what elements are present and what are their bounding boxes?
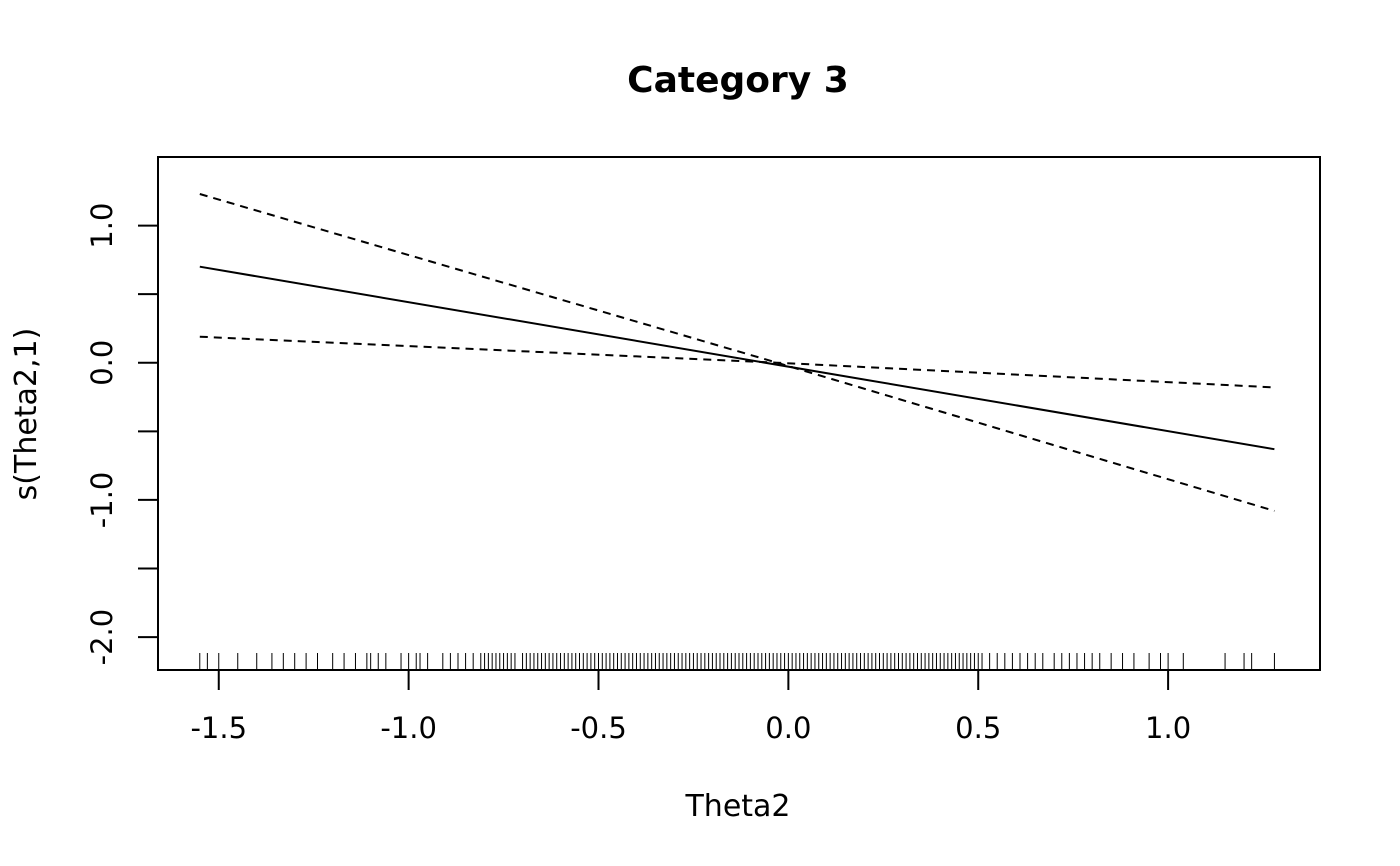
y-tick-label: -2.0 [85, 609, 119, 666]
x-tick-label: 0.5 [955, 711, 1001, 745]
confidence-band-line [199, 193, 1275, 512]
x-tick-label: 0.0 [765, 711, 811, 745]
y-tick-label: 1.0 [85, 203, 119, 249]
y-tick-label: 0.0 [85, 340, 119, 386]
confidence-band-line [199, 335, 1275, 389]
x-axis-label: Theta2 [684, 789, 790, 824]
x-tick-label: -1.5 [190, 711, 247, 745]
smooth-fit-line [199, 265, 1275, 451]
y-axis-label: s(Theta2,1) [9, 328, 44, 501]
x-tick-label: -1.0 [380, 711, 437, 745]
x-tick-label: 1.0 [1145, 711, 1191, 745]
chart-title: Category 3 [627, 60, 849, 101]
plot-frame [157, 156, 1321, 671]
plot-area: -1.5 -1.0 -0.5 0.0 0.5 1.0 1.0 0.0 -1.0 -2.0 [85, 193, 1275, 745]
y-tick-label: -1.0 [85, 472, 119, 529]
x-tick-label: -0.5 [570, 711, 627, 745]
